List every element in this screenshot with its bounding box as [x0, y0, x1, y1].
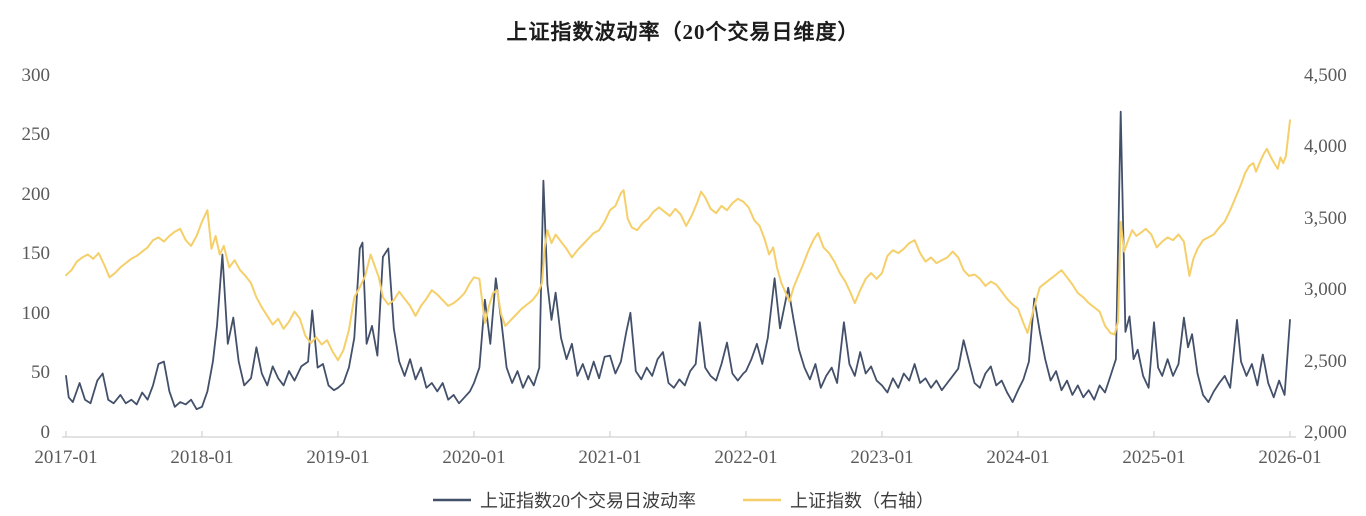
- legend: 上证指数20个交易日波动率 上证指数（右轴）: [0, 487, 1366, 513]
- x-tick-label: 2023-01: [850, 447, 914, 468]
- legend-label-index: 上证指数（右轴）: [790, 491, 934, 511]
- y-right-tick-label: 4,000: [1304, 136, 1347, 157]
- x-tick-label: 2022-01: [714, 447, 778, 468]
- y-right-tick-label: 2,500: [1304, 351, 1347, 372]
- x-axis-ticks: [65, 431, 1291, 437]
- y-left-tick-label: 150: [21, 243, 51, 264]
- index-line: [65, 119, 1291, 362]
- x-tick-label: 2019-01: [306, 447, 370, 468]
- x-tick-label: 2024-01: [986, 447, 1050, 468]
- y-left-tick-label: 300: [21, 65, 51, 86]
- legend-item-volatility: 上证指数20个交易日波动率: [432, 487, 696, 513]
- volatility-legend-swatch: [433, 498, 471, 502]
- y-left-tick-label: 250: [21, 124, 51, 145]
- y-right-tick-label: 4,500: [1304, 65, 1347, 86]
- y-right-tick-label: 3,500: [1304, 208, 1347, 229]
- x-tick-label: 2017-01: [34, 447, 98, 468]
- chart-title: 上证指数波动率（20个交易日维度）: [506, 20, 860, 44]
- y-left-tick-label: 50: [31, 362, 50, 383]
- x-tick-label: 2020-01: [442, 447, 506, 468]
- y-right-tick-label: 3,000: [1304, 279, 1347, 300]
- x-tick-label: 2021-01: [578, 447, 642, 468]
- volatility-line: [65, 110, 1291, 411]
- y-right-tick-label: 2,000: [1304, 422, 1347, 443]
- x-tick-label: 2025-01: [1122, 447, 1186, 468]
- x-tick-label: 2018-01: [170, 447, 234, 468]
- y-left-tick-label: 100: [21, 303, 51, 324]
- index-legend-swatch: [743, 498, 781, 502]
- legend-item-index: 上证指数（右轴）: [742, 487, 934, 513]
- legend-label-volatility: 上证指数20个交易日波动率: [480, 491, 696, 511]
- x-tick-label: 2026-01: [1258, 447, 1322, 468]
- y-left-tick-label: 0: [40, 422, 51, 443]
- y-left-tick-label: 200: [21, 184, 51, 205]
